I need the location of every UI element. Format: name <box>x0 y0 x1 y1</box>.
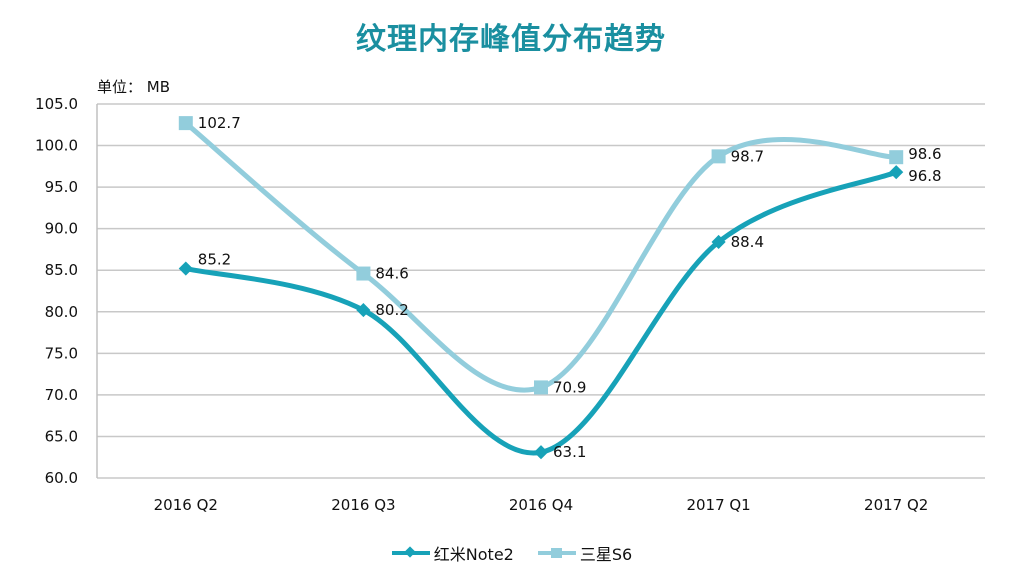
data-label: 96.8 <box>908 167 941 185</box>
data-point-square <box>356 266 371 281</box>
x-tick-label: 2017 Q2 <box>864 496 928 514</box>
y-tick-label: 105.0 <box>35 95 78 113</box>
y-tick-label: 60.0 <box>45 469 78 487</box>
y-tick-label: 70.0 <box>45 386 78 404</box>
data-point-diamond <box>178 261 193 276</box>
y-tick-label: 100.0 <box>35 137 78 155</box>
data-label: 102.7 <box>198 114 241 132</box>
legend: 红米Note2 三星S6 <box>0 541 1022 565</box>
unit-label: 单位： MB <box>97 78 171 96</box>
data-point-diamond <box>711 234 726 250</box>
data-point-diamond <box>889 165 904 180</box>
data-label: 63.1 <box>553 443 586 461</box>
diamond-line-icon <box>391 546 430 558</box>
y-tick-label: 85.0 <box>45 261 78 279</box>
x-tick-label: 2016 Q2 <box>154 496 218 514</box>
y-tick-label: 65.0 <box>45 427 78 445</box>
y-tick-label: 80.0 <box>45 303 78 321</box>
data-point-square <box>534 380 548 395</box>
data-point-square <box>711 149 726 164</box>
data-label: 80.2 <box>375 301 408 319</box>
data-label: 84.6 <box>375 265 408 283</box>
legend-label: 三星S6 <box>579 545 633 564</box>
legend-label: 红米Note2 <box>433 545 514 564</box>
x-tick-label: 2017 Q1 <box>686 496 750 514</box>
x-tick-label: 2016 Q4 <box>509 496 573 514</box>
legend-item-series-1[interactable]: 三星S6 <box>536 541 632 565</box>
data-point-diamond <box>533 445 549 460</box>
series-line-1 <box>183 120 899 393</box>
data-label: 98.7 <box>731 147 764 165</box>
data-point-square <box>178 116 193 131</box>
data-label: 98.6 <box>908 145 941 163</box>
legend-item-series-0[interactable]: 红米Note2 <box>390 541 514 565</box>
square-line-icon <box>537 548 576 558</box>
data-point-diamond <box>356 303 371 318</box>
data-label: 85.2 <box>198 251 231 269</box>
y-tick-label: 95.0 <box>45 178 78 196</box>
data-label: 70.9 <box>553 378 586 396</box>
y-tick-label: 90.0 <box>45 220 78 238</box>
x-tick-label: 2016 Q3 <box>331 496 395 514</box>
data-point-square <box>889 150 904 165</box>
chart-title: 纹理内存峰值分布趋势 <box>356 22 666 57</box>
y-tick-label: 75.0 <box>45 344 78 362</box>
data-label: 88.4 <box>731 233 764 251</box>
